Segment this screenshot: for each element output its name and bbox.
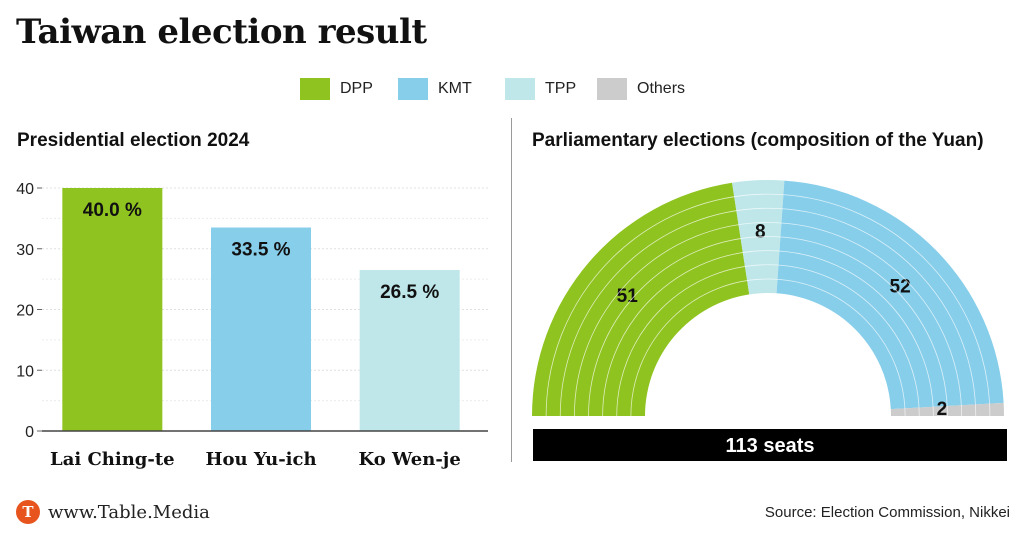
presidential-chart-title: Presidential election 2024: [17, 130, 250, 151]
page-title: Taiwan election result: [16, 12, 427, 52]
seat-data-label: 52: [890, 277, 911, 298]
seat-row-ring: [573, 222, 963, 417]
y-tick-label: 10: [16, 363, 34, 380]
legend-swatch-kmt: [398, 78, 428, 100]
brand-logo: T: [16, 500, 40, 524]
seat-row-ring: [630, 278, 906, 417]
seat-data-label: 51: [617, 286, 639, 307]
brand: T www.Table.Media: [16, 500, 210, 524]
y-tick-label: 40: [16, 181, 34, 198]
source-note: Source: Election Commission, Nikkei: [764, 504, 1010, 521]
seat-row-ring: [559, 207, 977, 417]
seat-row-ring: [588, 236, 948, 417]
legend-swatch-others: [597, 78, 627, 100]
seat-row-ring: [602, 250, 934, 417]
legend: DPP KMT TPP Others: [0, 76, 1024, 102]
x-tick-label: Ko Wen-je: [359, 449, 461, 470]
parliament-chart-title: Parliamentary elections (composition of …: [532, 130, 984, 151]
seat-segment: [532, 182, 750, 416]
bar-data-label: 26.5 %: [380, 282, 439, 303]
legend-item-dpp: DPP: [300, 76, 373, 102]
legend-item-kmt: KMT: [398, 76, 472, 102]
x-tick-label: Lai Ching-te: [50, 449, 175, 470]
bar-data-label: 40.0 %: [83, 200, 142, 221]
bar-data-label: 33.5 %: [231, 239, 290, 260]
legend-label-kmt: KMT: [438, 80, 472, 97]
bar: [62, 188, 163, 431]
seat-segment: [776, 180, 1004, 410]
seat-data-label: 2: [937, 399, 948, 420]
legend-item-tpp: TPP: [505, 76, 576, 102]
y-tick-label: 20: [16, 303, 34, 320]
y-tick-label: 0: [25, 424, 34, 441]
seat-row-ring: [616, 264, 920, 417]
legend-item-others: Others: [597, 76, 685, 102]
panel-divider: [511, 118, 512, 462]
legend-label-others: Others: [637, 80, 686, 97]
legend-label-tpp: TPP: [545, 80, 577, 97]
legend-label-dpp: DPP: [340, 80, 373, 97]
legend-swatch-dpp: [300, 78, 330, 100]
seat-data-label: 8: [755, 222, 766, 243]
y-tick-label: 30: [16, 242, 34, 259]
brand-link[interactable]: www.Table.Media: [48, 501, 210, 523]
total-seats-label: 113 seats: [726, 435, 815, 457]
bar: [211, 227, 311, 431]
x-tick-label: Hou Yu-ich: [205, 449, 316, 470]
total-seats-bar: [533, 429, 1007, 461]
seat-row-ring: [545, 193, 991, 417]
legend-swatch-tpp: [505, 78, 535, 100]
bar: [359, 270, 460, 431]
